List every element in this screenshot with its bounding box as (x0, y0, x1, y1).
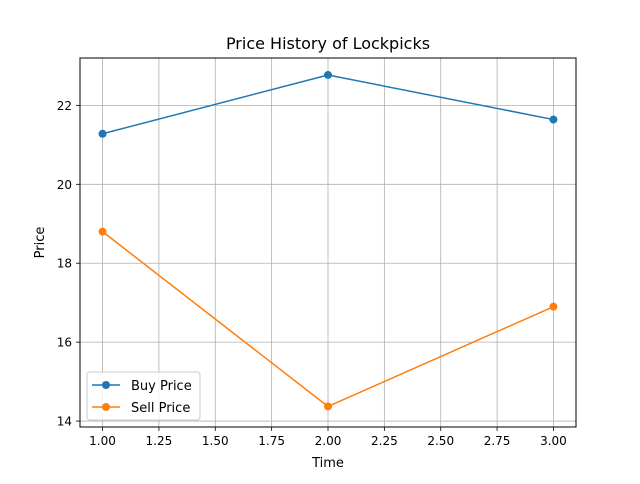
y-axis-label: Price (33, 227, 48, 259)
x-tick-label: 2.75 (484, 434, 511, 448)
sell-price-point (324, 402, 332, 411)
y-tick-label: 20 (57, 178, 72, 192)
x-tick-label: 2.00 (315, 434, 342, 448)
x-axis-ticks: 1.00 1.25 1.50 1.75 2.00 2.25 2.50 2.75 3.00 (89, 427, 567, 448)
y-tick-label: 14 (57, 415, 72, 429)
series-layer (98, 70, 558, 411)
legend-box (86, 371, 201, 421)
buy-price-point (549, 115, 558, 124)
legend-sell-label: Sell Price (131, 401, 190, 416)
buy-price-point (324, 70, 332, 79)
x-tick-label: 2.25 (371, 434, 398, 448)
legend-buy-label: Buy Price (131, 379, 192, 394)
chart-title: Price History of Lockpicks (226, 34, 430, 53)
y-axis-ticks: 14 16 18 20 22 (57, 99, 80, 429)
y-tick-label: 16 (57, 336, 72, 350)
buy-price-point (98, 129, 107, 138)
sell-price-point (98, 227, 107, 236)
x-axis-label: Time (311, 456, 344, 471)
x-tick-label: 1.50 (202, 434, 229, 448)
x-tick-label: 3.00 (540, 434, 567, 448)
legend-buy-marker (102, 381, 110, 389)
sell-price-point (549, 302, 558, 311)
x-tick-label: 1.00 (89, 434, 116, 448)
y-tick-label: 22 (57, 99, 72, 113)
legend-sell-marker (102, 403, 110, 411)
x-tick-label: 2.50 (427, 434, 454, 448)
legend: Buy Price Sell Price (86, 371, 201, 421)
x-tick-label: 1.25 (146, 434, 173, 448)
y-tick-label: 18 (57, 257, 72, 271)
x-tick-label: 1.75 (258, 434, 285, 448)
